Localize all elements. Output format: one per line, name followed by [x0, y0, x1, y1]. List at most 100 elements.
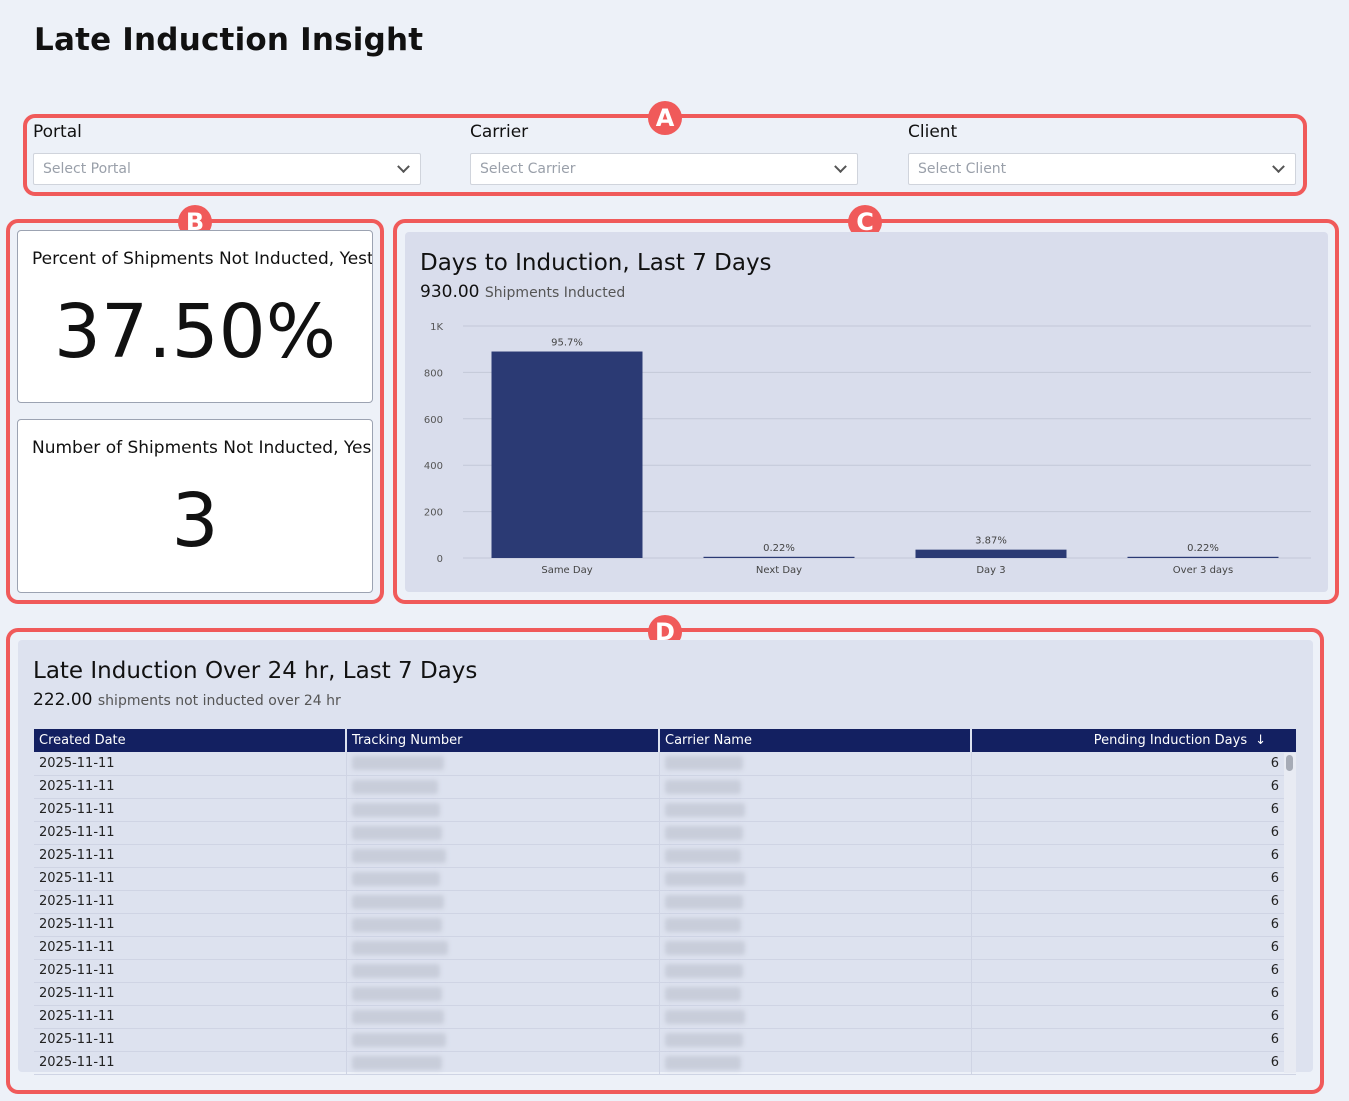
cell-created-date: 2025-11-11 — [34, 775, 347, 799]
cell-carrier-name — [659, 913, 972, 937]
kpi-label: Number of Shipments Not Inducted, Yes — [32, 438, 372, 458]
table-row[interactable]: 2025-11-11 6 — [34, 982, 1296, 1006]
bar — [703, 556, 855, 558]
table-row[interactable]: 2025-11-11 6 — [34, 844, 1296, 868]
table-row[interactable]: 2025-11-11 6 — [34, 936, 1296, 960]
cell-pending-induction-days: 6 — [971, 913, 1296, 937]
cell-tracking-number — [346, 890, 660, 914]
cell-tracking-number — [346, 1005, 660, 1029]
cell-created-date: 2025-11-11 — [34, 752, 347, 776]
cell-created-date: 2025-11-11 — [34, 982, 347, 1006]
filter-label-carrier: Carrier — [470, 122, 529, 142]
cell-carrier-name — [659, 890, 972, 914]
table-row[interactable]: 2025-11-11 6 — [34, 867, 1296, 891]
cell-pending-induction-days: 6 — [971, 775, 1296, 799]
cell-carrier-name — [659, 752, 972, 776]
cell-created-date: 2025-11-11 — [34, 1005, 347, 1029]
data-label: 95.7% — [551, 338, 583, 349]
client-select[interactable]: Select Client — [908, 153, 1296, 185]
column-header-created-date[interactable]: Created Date — [34, 729, 347, 752]
x-tick-label: Same Day — [541, 565, 592, 576]
portal-select[interactable]: Select Portal — [33, 153, 421, 185]
table-row[interactable]: 2025-11-11 6 — [34, 752, 1296, 776]
table-row[interactable]: 2025-11-11 6 — [34, 1028, 1296, 1052]
redacted-carrier-name — [664, 802, 745, 817]
redacted-carrier-name — [664, 779, 741, 794]
chart-panel: Days to Induction, Last 7 Days 930.00 Sh… — [405, 232, 1328, 592]
kpi-value: 37.50% — [53, 289, 337, 375]
table-row[interactable]: 2025-11-11 6 — [34, 959, 1296, 983]
table-scrollbar[interactable] — [1284, 753, 1296, 1073]
column-header-carrier-name[interactable]: Carrier Name — [659, 729, 972, 752]
cell-created-date: 2025-11-11 — [34, 821, 347, 845]
cell-tracking-number — [346, 821, 660, 845]
table-subtitle: 222.00 shipments not inducted over 24 hr — [33, 690, 477, 710]
redacted-tracking-number — [351, 802, 440, 817]
column-header-tracking-number[interactable]: Tracking Number — [346, 729, 660, 752]
late-induction-table: Created Date Tracking Number Carrier Nam… — [34, 729, 1296, 1075]
redacted-carrier-name — [664, 848, 741, 863]
kpi-label: Percent of Shipments Not Inducted, Yest — [32, 249, 372, 269]
scrollbar-thumb[interactable] — [1286, 755, 1293, 771]
redacted-carrier-name — [664, 1032, 743, 1047]
redacted-tracking-number — [351, 1032, 446, 1047]
client-select-placeholder: Select Client — [918, 161, 1007, 177]
redacted-tracking-number — [351, 917, 442, 932]
redacted-tracking-number — [351, 848, 446, 863]
cell-carrier-name — [659, 844, 972, 868]
table-panel: Late Induction Over 24 hr, Last 7 Days 2… — [18, 640, 1313, 1075]
redacted-tracking-number — [351, 756, 444, 771]
cell-carrier-name — [659, 867, 972, 891]
kpi-card-number[interactable]: Number of Shipments Not Inducted, Yes 3 — [17, 419, 373, 593]
cell-pending-induction-days: 6 — [971, 890, 1296, 914]
callout-badge-a: A — [648, 101, 682, 135]
cell-carrier-name — [659, 982, 972, 1006]
x-tick-label: Next Day — [756, 565, 802, 576]
redacted-carrier-name — [664, 917, 741, 932]
sort-descending-icon[interactable]: ↓ — [1255, 733, 1266, 748]
cell-created-date: 2025-11-11 — [34, 913, 347, 937]
kpi-card-percent[interactable]: Percent of Shipments Not Inducted, Yest … — [17, 230, 373, 403]
cell-created-date: 2025-11-11 — [34, 1051, 347, 1075]
redacted-tracking-number — [351, 963, 440, 978]
cell-pending-induction-days: 6 — [971, 982, 1296, 1006]
redacted-carrier-name — [664, 940, 745, 955]
table-row[interactable]: 2025-11-11 6 — [34, 775, 1296, 799]
cell-pending-induction-days: 6 — [971, 844, 1296, 868]
cell-tracking-number — [346, 798, 660, 822]
table-row[interactable]: 2025-11-11 6 — [34, 890, 1296, 914]
table-row[interactable]: 2025-11-11 6 — [34, 1051, 1296, 1075]
redacted-carrier-name — [664, 1009, 745, 1024]
cell-tracking-number — [346, 1028, 660, 1052]
cell-created-date: 2025-11-11 — [34, 844, 347, 868]
chart-subtitle: 930.00 Shipments Inducted — [420, 282, 772, 302]
carrier-select[interactable]: Select Carrier — [470, 153, 858, 185]
data-label: 3.87% — [975, 536, 1007, 547]
cell-carrier-name — [659, 959, 972, 983]
kpi-value: 3 — [171, 478, 219, 564]
table-row[interactable]: 2025-11-11 6 — [34, 913, 1296, 937]
redacted-carrier-name — [664, 756, 743, 771]
cell-tracking-number — [346, 982, 660, 1006]
column-header-pending-induction-days[interactable]: Pending Induction Days ↓ — [971, 729, 1296, 752]
redacted-carrier-name — [664, 1055, 741, 1070]
cell-created-date: 2025-11-11 — [34, 890, 347, 914]
filter-client: Client Select Client — [908, 122, 1296, 185]
table-row[interactable]: 2025-11-11 6 — [34, 1005, 1296, 1029]
cell-carrier-name — [659, 936, 972, 960]
chevron-down-icon — [1272, 159, 1285, 173]
column-header-label: Pending Induction Days — [1093, 733, 1248, 748]
cell-carrier-name — [659, 821, 972, 845]
cell-pending-induction-days: 6 — [971, 1005, 1296, 1029]
cell-created-date: 2025-11-11 — [34, 959, 347, 983]
y-tick-label: 200 — [424, 508, 443, 519]
carrier-select-placeholder: Select Carrier — [480, 161, 576, 177]
cell-carrier-name — [659, 798, 972, 822]
table-row[interactable]: 2025-11-11 6 — [34, 798, 1296, 822]
redacted-carrier-name — [664, 986, 741, 1001]
table-subtitle-text: shipments not inducted over 24 hr — [97, 693, 341, 709]
cell-tracking-number — [346, 867, 660, 891]
cell-pending-induction-days: 6 — [971, 798, 1296, 822]
table-row[interactable]: 2025-11-11 6 — [34, 821, 1296, 845]
cell-pending-induction-days: 6 — [971, 936, 1296, 960]
